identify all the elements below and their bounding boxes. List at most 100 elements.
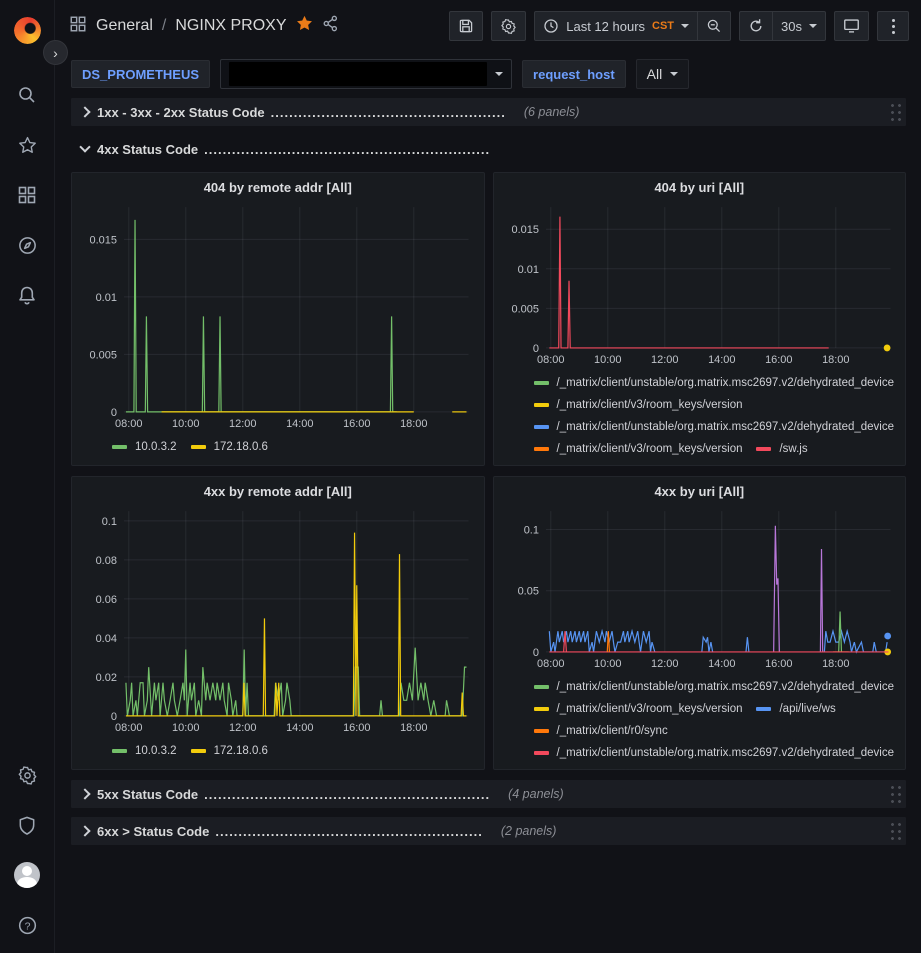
apps-grid-icon[interactable] xyxy=(69,15,87,38)
legend-series-swatch xyxy=(756,447,772,451)
panel-title[interactable]: 404 by remote addr [All] xyxy=(203,180,352,195)
svg-text:10:00: 10:00 xyxy=(594,658,621,670)
row-title-leader: ........................................… xyxy=(215,823,483,839)
time-series-chart[interactable]: 08:00 10:00 12:00 14:00 16:00 18:00 0 0.02 0.04 0… xyxy=(78,504,478,736)
legend-series-swatch xyxy=(112,445,127,449)
sidebar-item-explore[interactable] xyxy=(5,223,49,267)
zoom-out-time-button[interactable] xyxy=(698,11,732,41)
row-drag-handle-icon[interactable] xyxy=(888,782,902,806)
legend-series-swatch xyxy=(112,749,127,753)
refresh-interval-picker[interactable]: 30s xyxy=(773,11,826,41)
svg-text:0.02: 0.02 xyxy=(96,672,117,684)
panel-title[interactable]: 404 by uri [All] xyxy=(654,180,745,195)
sidebar-item-profile[interactable] xyxy=(5,853,49,897)
legend-series-label: /api/live/ws xyxy=(779,703,836,715)
svg-text:0: 0 xyxy=(111,711,117,723)
favorite-star-icon[interactable] xyxy=(296,15,313,37)
svg-text:12:00: 12:00 xyxy=(651,354,678,366)
svg-text:0: 0 xyxy=(111,407,117,419)
time-series-chart[interactable]: 08:00 10:00 12:00 14:00 16:00 18:00 0 0.005 0.01… xyxy=(78,200,478,432)
svg-text:10:00: 10:00 xyxy=(172,722,199,734)
legend-item[interactable]: /_matrix/client/r0/sync xyxy=(533,723,668,739)
sidebar-item-search[interactable] xyxy=(5,73,49,117)
variable-label-ds-prometheus[interactable]: DS_PROMETHEUS xyxy=(71,60,211,88)
timezone-label: CST xyxy=(652,20,675,32)
row-4xx[interactable]: 4xx Status Code ........................… xyxy=(71,135,906,163)
zoom-out-icon xyxy=(707,19,721,33)
sidebar-item-configuration[interactable] xyxy=(5,753,49,797)
row-1xx-3xx-2xx[interactable]: 1xx - 3xx - 2xx Status Code ............… xyxy=(71,98,906,126)
legend-series-label: /_matrix/client/unstable/org.matrix.msc2… xyxy=(556,421,895,433)
legend-item[interactable]: /_matrix/client/unstable/org.matrix.msc2… xyxy=(533,745,894,761)
chevron-right-icon xyxy=(77,105,91,119)
svg-text:0.06: 0.06 xyxy=(96,594,117,606)
legend-item[interactable]: /_matrix/client/v3/room_keys/version xyxy=(533,397,742,413)
clock-icon xyxy=(544,19,558,33)
row-drag-handle-icon[interactable] xyxy=(888,100,902,124)
legend-item[interactable]: /sw.js xyxy=(756,441,808,457)
chart-legend: /_matrix/client/unstable/org.matrix.msc2… xyxy=(500,368,900,463)
more-options-button[interactable] xyxy=(877,11,909,41)
avatar xyxy=(14,862,40,888)
chevron-down-icon xyxy=(495,72,504,76)
share-icon[interactable] xyxy=(322,15,339,37)
panel-title[interactable]: 4xx by remote addr [All] xyxy=(203,484,352,499)
variable-datasource-select[interactable] xyxy=(220,59,513,89)
legend-item[interactable]: /_matrix/client/unstable/org.matrix.msc2… xyxy=(533,679,894,695)
variable-label-request-host[interactable]: request_host xyxy=(522,60,626,88)
row-title-leader: ........................................… xyxy=(204,141,491,157)
sidebar-item-server-admin[interactable] xyxy=(5,803,49,847)
time-series-chart[interactable]: 08:00 10:00 12:00 14:00 16:00 18:00 0 0.05 0.1 xyxy=(500,504,900,672)
svg-text:14:00: 14:00 xyxy=(708,354,735,366)
row-title-leader: ........................................… xyxy=(204,786,491,802)
legend-series-label: /_matrix/client/unstable/org.matrix.msc2… xyxy=(556,377,895,389)
cycle-view-mode-button[interactable] xyxy=(834,11,869,41)
dashboard-title[interactable]: NGINX PROXY xyxy=(175,17,287,34)
search-icon xyxy=(19,87,35,103)
legend-item[interactable]: 172.18.0.6 xyxy=(190,743,268,759)
breadcrumb: General / NGINX PROXY xyxy=(69,15,339,38)
legend-item[interactable]: 10.0.3.2 xyxy=(112,743,177,759)
legend-item[interactable]: /_matrix/client/v3/room_keys/version xyxy=(533,441,742,457)
sidebar-expand-button[interactable]: › xyxy=(43,40,68,65)
time-series-chart[interactable]: 08:00 10:00 12:00 14:00 16:00 18:00 0 0.005 0.01… xyxy=(500,200,900,368)
breadcrumb-folder[interactable]: General xyxy=(96,17,153,34)
row-title: 4xx Status Code xyxy=(97,141,199,157)
legend-series-label: 10.0.3.2 xyxy=(135,745,177,757)
svg-text:12:00: 12:00 xyxy=(229,722,256,734)
panel-title[interactable]: 4xx by uri [All] xyxy=(654,484,745,499)
svg-text:0.015: 0.015 xyxy=(89,234,116,246)
row-6xx[interactable]: 6xx > Status Code ......................… xyxy=(71,817,906,845)
sidebar-item-dashboards[interactable] xyxy=(5,173,49,217)
time-range-picker[interactable]: Last 12 hours CST xyxy=(534,11,699,41)
svg-text:0: 0 xyxy=(532,647,538,659)
legend-series-label: 172.18.0.6 xyxy=(213,441,268,453)
svg-text:12:00: 12:00 xyxy=(229,418,256,430)
svg-text:12:00: 12:00 xyxy=(651,658,678,670)
legend-item[interactable]: /_matrix/client/v3/room_keys/version xyxy=(533,701,742,717)
kebab-menu-icon xyxy=(891,18,895,34)
legend-item[interactable]: 172.18.0.6 xyxy=(190,439,268,455)
svg-text:10:00: 10:00 xyxy=(594,354,621,366)
panel-404-by-uri: 404 by uri [All] 08:00 10:00 12:00 14:00 16:… xyxy=(492,172,906,466)
sidebar-item-starred[interactable] xyxy=(5,123,49,167)
legend-item[interactable]: /_matrix/client/unstable/org.matrix.msc2… xyxy=(533,419,895,435)
refresh-button[interactable] xyxy=(739,11,774,41)
row-drag-handle-icon[interactable] xyxy=(888,819,902,843)
gear-icon xyxy=(501,18,516,34)
save-dashboard-button[interactable] xyxy=(449,11,484,41)
chevron-right-icon xyxy=(77,824,91,838)
legend-item[interactable]: /api/live/ws xyxy=(756,701,836,717)
sidebar-item-help[interactable]: ? xyxy=(5,903,49,947)
variable-request-host-select[interactable]: All xyxy=(635,59,690,89)
sidebar-item-alerting[interactable] xyxy=(5,273,49,317)
legend-item[interactable]: /_matrix/client/unstable/org.matrix.msc2… xyxy=(533,375,895,391)
dashboard-settings-button[interactable] xyxy=(491,11,527,41)
grafana-logo[interactable] xyxy=(5,8,49,52)
legend-series-swatch xyxy=(533,729,549,733)
row-5xx[interactable]: 5xx Status Code ........................… xyxy=(71,780,906,808)
svg-text:16:00: 16:00 xyxy=(765,658,792,670)
legend-item[interactable]: 10.0.3.2 xyxy=(112,439,177,455)
svg-text:14:00: 14:00 xyxy=(708,658,735,670)
svg-text:14:00: 14:00 xyxy=(286,418,313,430)
